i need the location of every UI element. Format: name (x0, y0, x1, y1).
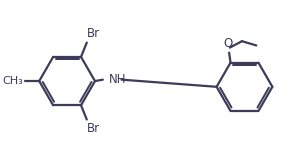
Text: Br: Br (87, 122, 100, 135)
Text: NH: NH (109, 73, 127, 86)
Text: O: O (223, 37, 232, 50)
Text: CH₃: CH₃ (3, 76, 24, 86)
Text: Br: Br (87, 27, 100, 40)
